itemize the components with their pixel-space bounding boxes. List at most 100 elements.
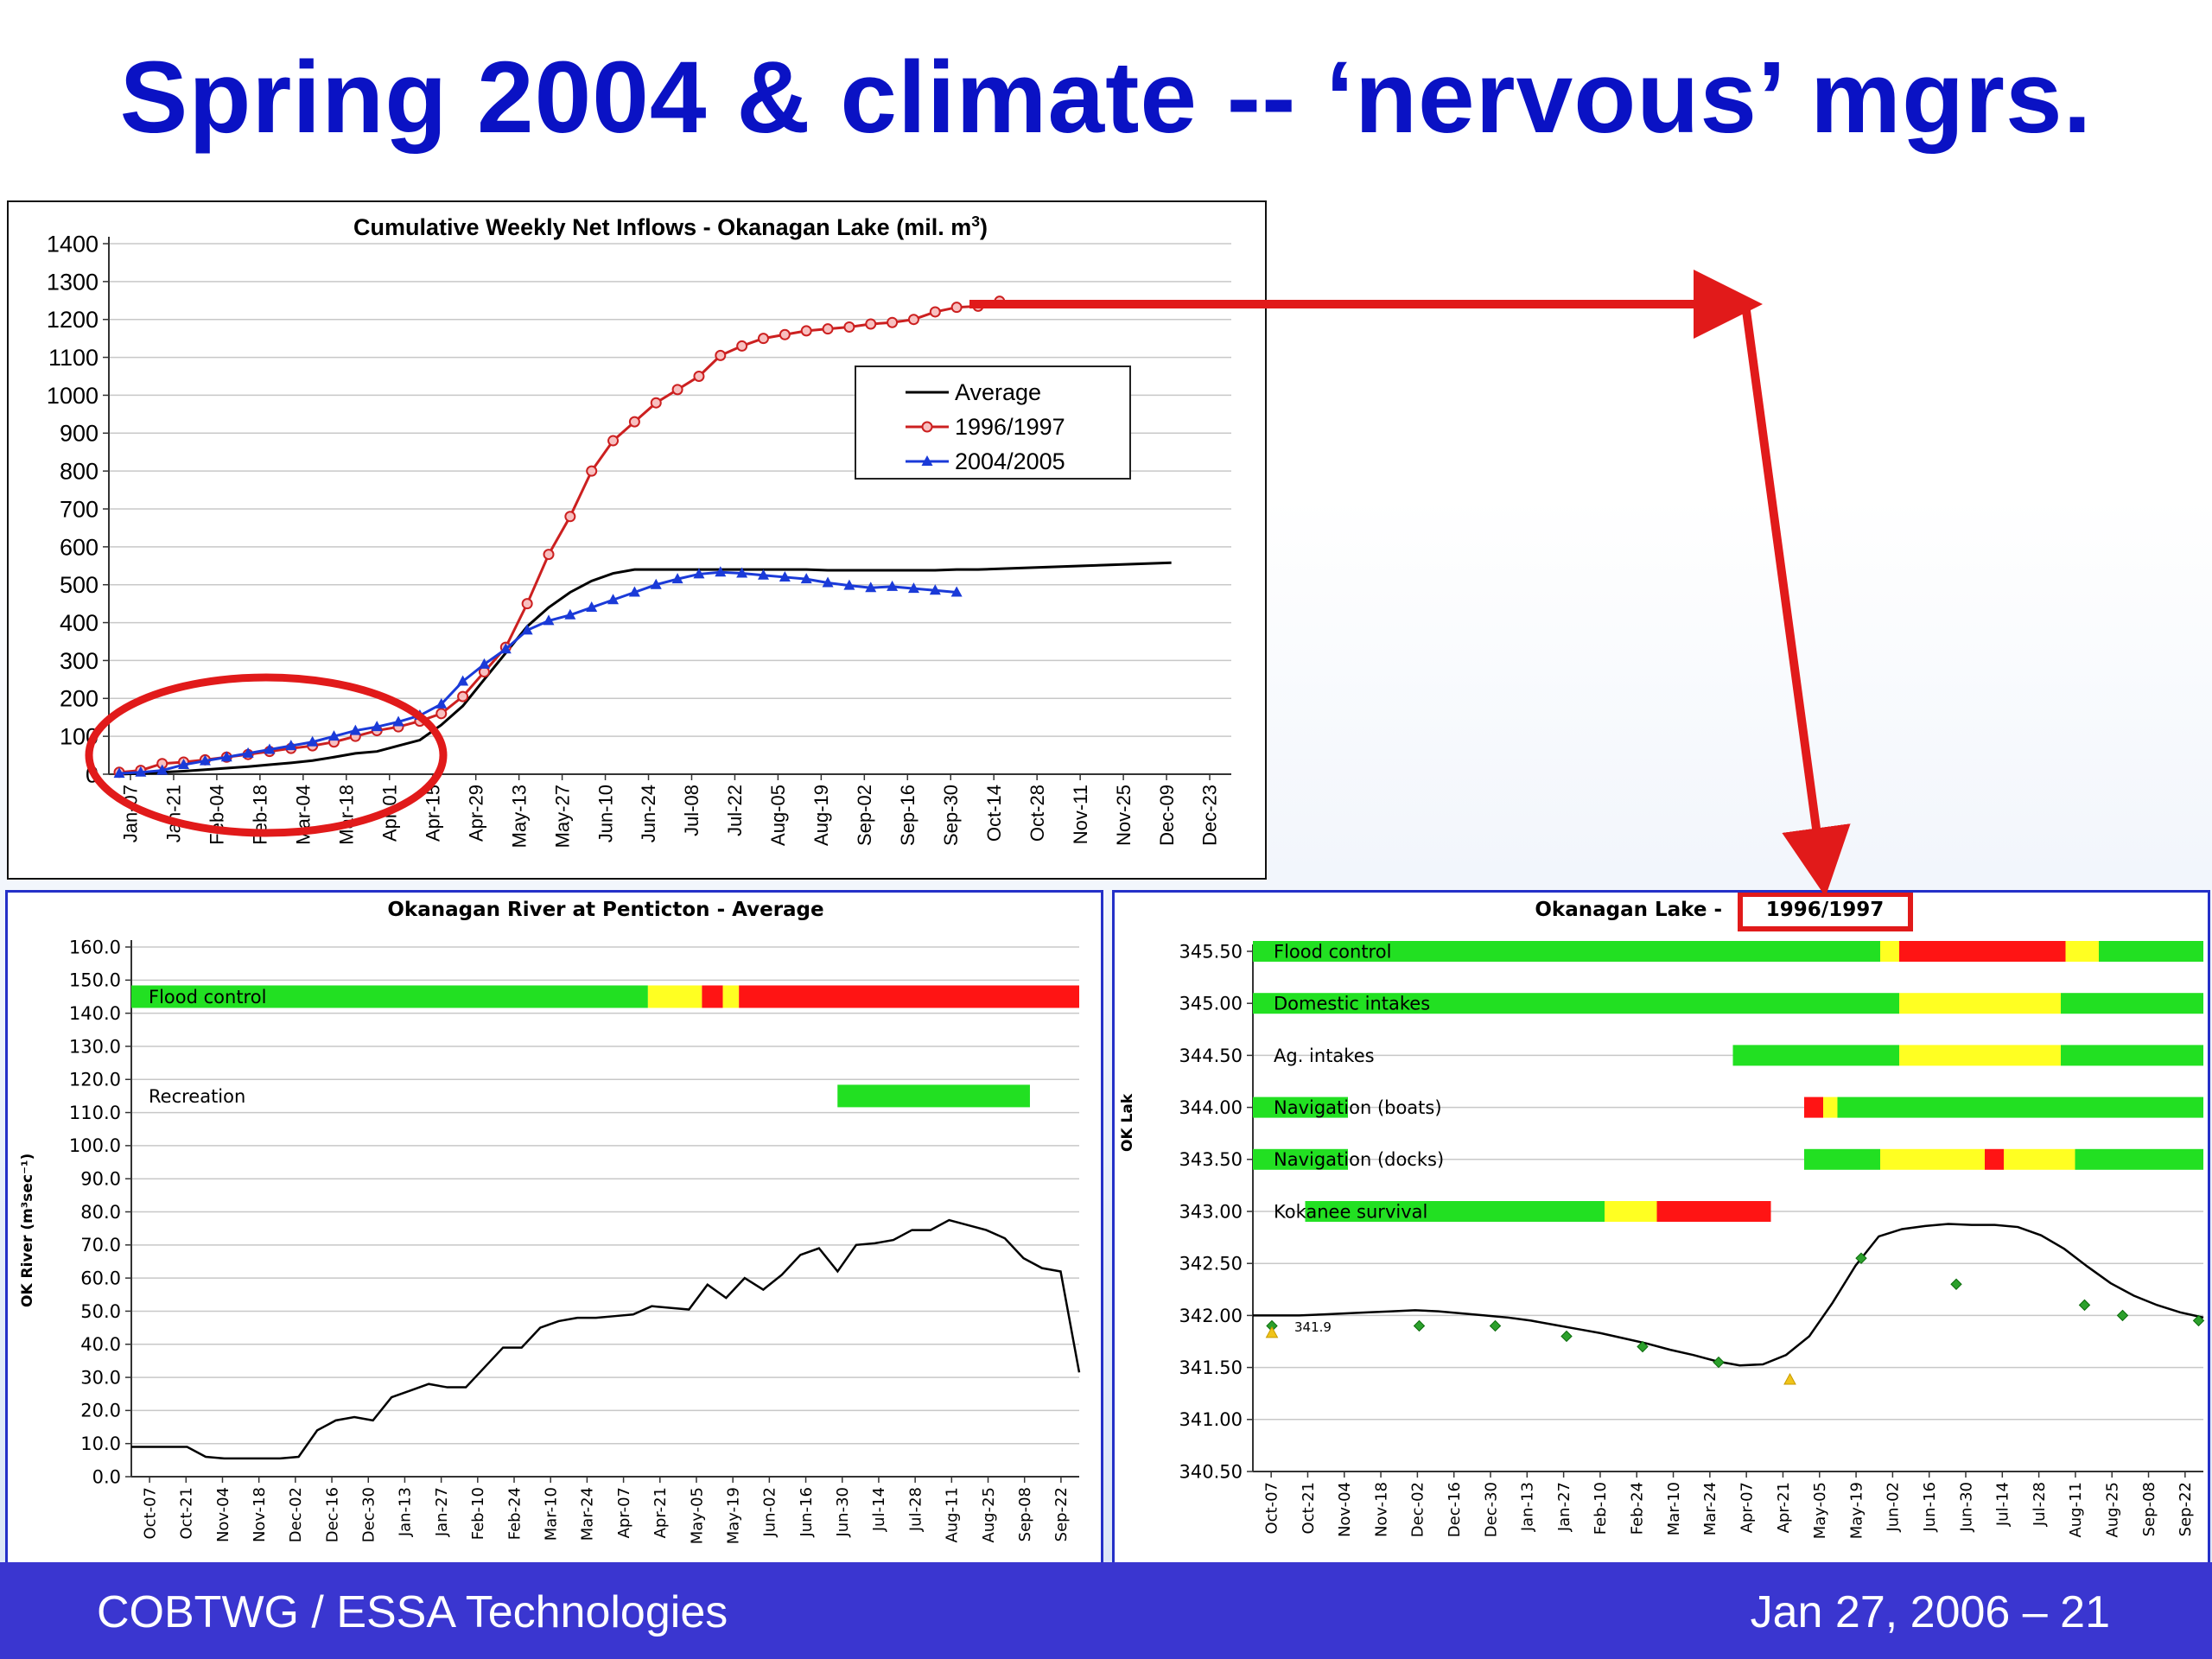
data-point	[199, 754, 211, 766]
data-point	[887, 580, 899, 591]
data-point	[822, 323, 834, 335]
x-tick-label: Dec-02	[287, 1487, 305, 1542]
data-point	[628, 416, 640, 428]
band-segment	[739, 985, 1079, 1008]
data-point	[907, 582, 919, 594]
data-point	[736, 567, 748, 578]
data-point	[435, 708, 448, 720]
y-tick-label: 70.0	[80, 1235, 121, 1255]
x-tick-label: Jun-10	[594, 785, 616, 842]
data-point	[994, 296, 1006, 308]
x-tick-label: Nov-04	[214, 1487, 232, 1542]
x-tick-label: Jul-22	[724, 785, 746, 836]
x-tick-label: Nov-04	[1336, 1482, 1354, 1537]
x-tick-label: Dec-16	[323, 1487, 341, 1542]
data-point	[478, 658, 490, 669]
chart-okanagan-river-svg: Okanagan River at Penticton - Average 0.0…	[19, 899, 1081, 1544]
x-tick-label: Mar-10	[543, 1487, 561, 1541]
x-tick-label: Dec-09	[1156, 785, 1178, 846]
band-label: Ag. intakes	[1274, 1046, 1375, 1066]
x-tick-label: Jan-27	[433, 1487, 451, 1537]
x-tick-label: Mar-18	[335, 785, 357, 845]
data-point	[822, 576, 834, 588]
data-point	[779, 328, 791, 340]
band-segment	[702, 985, 723, 1008]
data-point	[435, 697, 448, 709]
data-point	[264, 743, 276, 754]
data-point	[285, 740, 297, 751]
data-point	[607, 435, 620, 447]
band-segment	[2075, 1148, 2203, 1170]
x-tick-label: Dec-16	[1446, 1482, 1464, 1537]
band-segment	[1253, 993, 1899, 1014]
data-point	[693, 371, 705, 382]
x-tick-label: Apr-07	[615, 1487, 633, 1538]
series-line	[131, 1218, 1081, 1460]
legend-label: 1996/1997	[955, 414, 1065, 440]
band-segment	[1305, 1201, 1605, 1222]
data-point	[586, 601, 598, 613]
y-tick-label: 1300	[47, 269, 99, 295]
x-tick-label: Sep-08	[1016, 1487, 1034, 1541]
y-tick-label: 343.50	[1179, 1149, 1243, 1170]
data-point	[156, 764, 168, 775]
y-tick-label: 341.50	[1179, 1357, 1243, 1378]
band-label: Kokanee survival	[1274, 1201, 1427, 1222]
band-segment	[1899, 993, 2061, 1014]
y-tick-label: 340.50	[1179, 1461, 1243, 1482]
x-tick-label: Sep-16	[897, 785, 918, 846]
band-label: Flood control	[1274, 941, 1391, 962]
series-line	[1253, 1223, 2204, 1367]
band-label: Navigation (boats)	[1274, 1097, 1442, 1118]
x-tick-label: Jun-30	[1957, 1482, 1975, 1533]
y-tick-label: 120.0	[69, 1070, 121, 1090]
series-line	[118, 570, 957, 775]
band-segment	[647, 985, 702, 1008]
y-tick-label: 344.00	[1179, 1097, 1243, 1118]
band-segment	[1605, 1201, 1657, 1222]
band-segment	[2099, 941, 2203, 962]
data-point	[693, 568, 705, 579]
x-tick-label: Oct-21	[178, 1487, 196, 1540]
data-point	[242, 747, 254, 758]
y-tick-label: 10.0	[80, 1433, 121, 1454]
x-tick-label: Apr-21	[1775, 1482, 1793, 1533]
y-tick-label: 0.0	[92, 1466, 121, 1487]
chart-okanagan-river: Okanagan River at Penticton - Average 0.0…	[5, 890, 1103, 1571]
chart-title: Cumulative Weekly Net Inflows - Okanagan…	[353, 213, 988, 240]
y-tick-label: 900	[60, 421, 99, 447]
x-tick-label: Sep-22	[1052, 1487, 1071, 1541]
data-point	[950, 302, 963, 314]
y-tick-label: 343.00	[1179, 1201, 1243, 1222]
data-point	[1855, 1252, 1867, 1264]
x-tick-label: Aug-25	[2104, 1482, 2122, 1538]
data-point	[907, 314, 919, 326]
data-point	[521, 624, 533, 635]
y-tick-label: 1000	[47, 383, 99, 409]
x-tick-label: Jan-27	[1555, 1482, 1573, 1532]
data-point	[1783, 1372, 1796, 1385]
data-point	[371, 721, 383, 732]
data-point	[607, 594, 620, 605]
y-axis-label: OK River (m³sec⁻¹)	[19, 1154, 36, 1307]
x-tick-label: Jun-16	[1921, 1482, 1939, 1533]
x-tick-label: Dec-23	[1199, 785, 1221, 846]
slide-title: Spring 2004 & climate -- ‘nervous’ mgrs.	[119, 41, 2093, 155]
band-segment	[2061, 1045, 2203, 1066]
data-point	[1265, 1325, 1279, 1338]
band-segment	[1899, 1045, 2061, 1066]
y-tick-label: 50.0	[80, 1301, 121, 1322]
data-point	[457, 690, 469, 702]
y-tick-label: 200	[60, 686, 99, 712]
data-point	[220, 751, 232, 762]
chart-okanagan-lake: Okanagan Lake - 340.50 341.00 341.50 342.00…	[1112, 890, 2210, 1571]
connector-arrow-line-down	[1741, 303, 1851, 897]
band-segment	[1253, 941, 1880, 962]
data-point	[715, 566, 727, 577]
x-tick-label: May-19	[724, 1487, 742, 1544]
x-tick-label: Mar-10	[1665, 1482, 1683, 1535]
band-segment	[2065, 941, 2099, 962]
data-point	[2116, 1309, 2129, 1322]
point-value-label: 341.9	[1294, 1319, 1332, 1335]
highlight-ellipse	[85, 673, 448, 837]
